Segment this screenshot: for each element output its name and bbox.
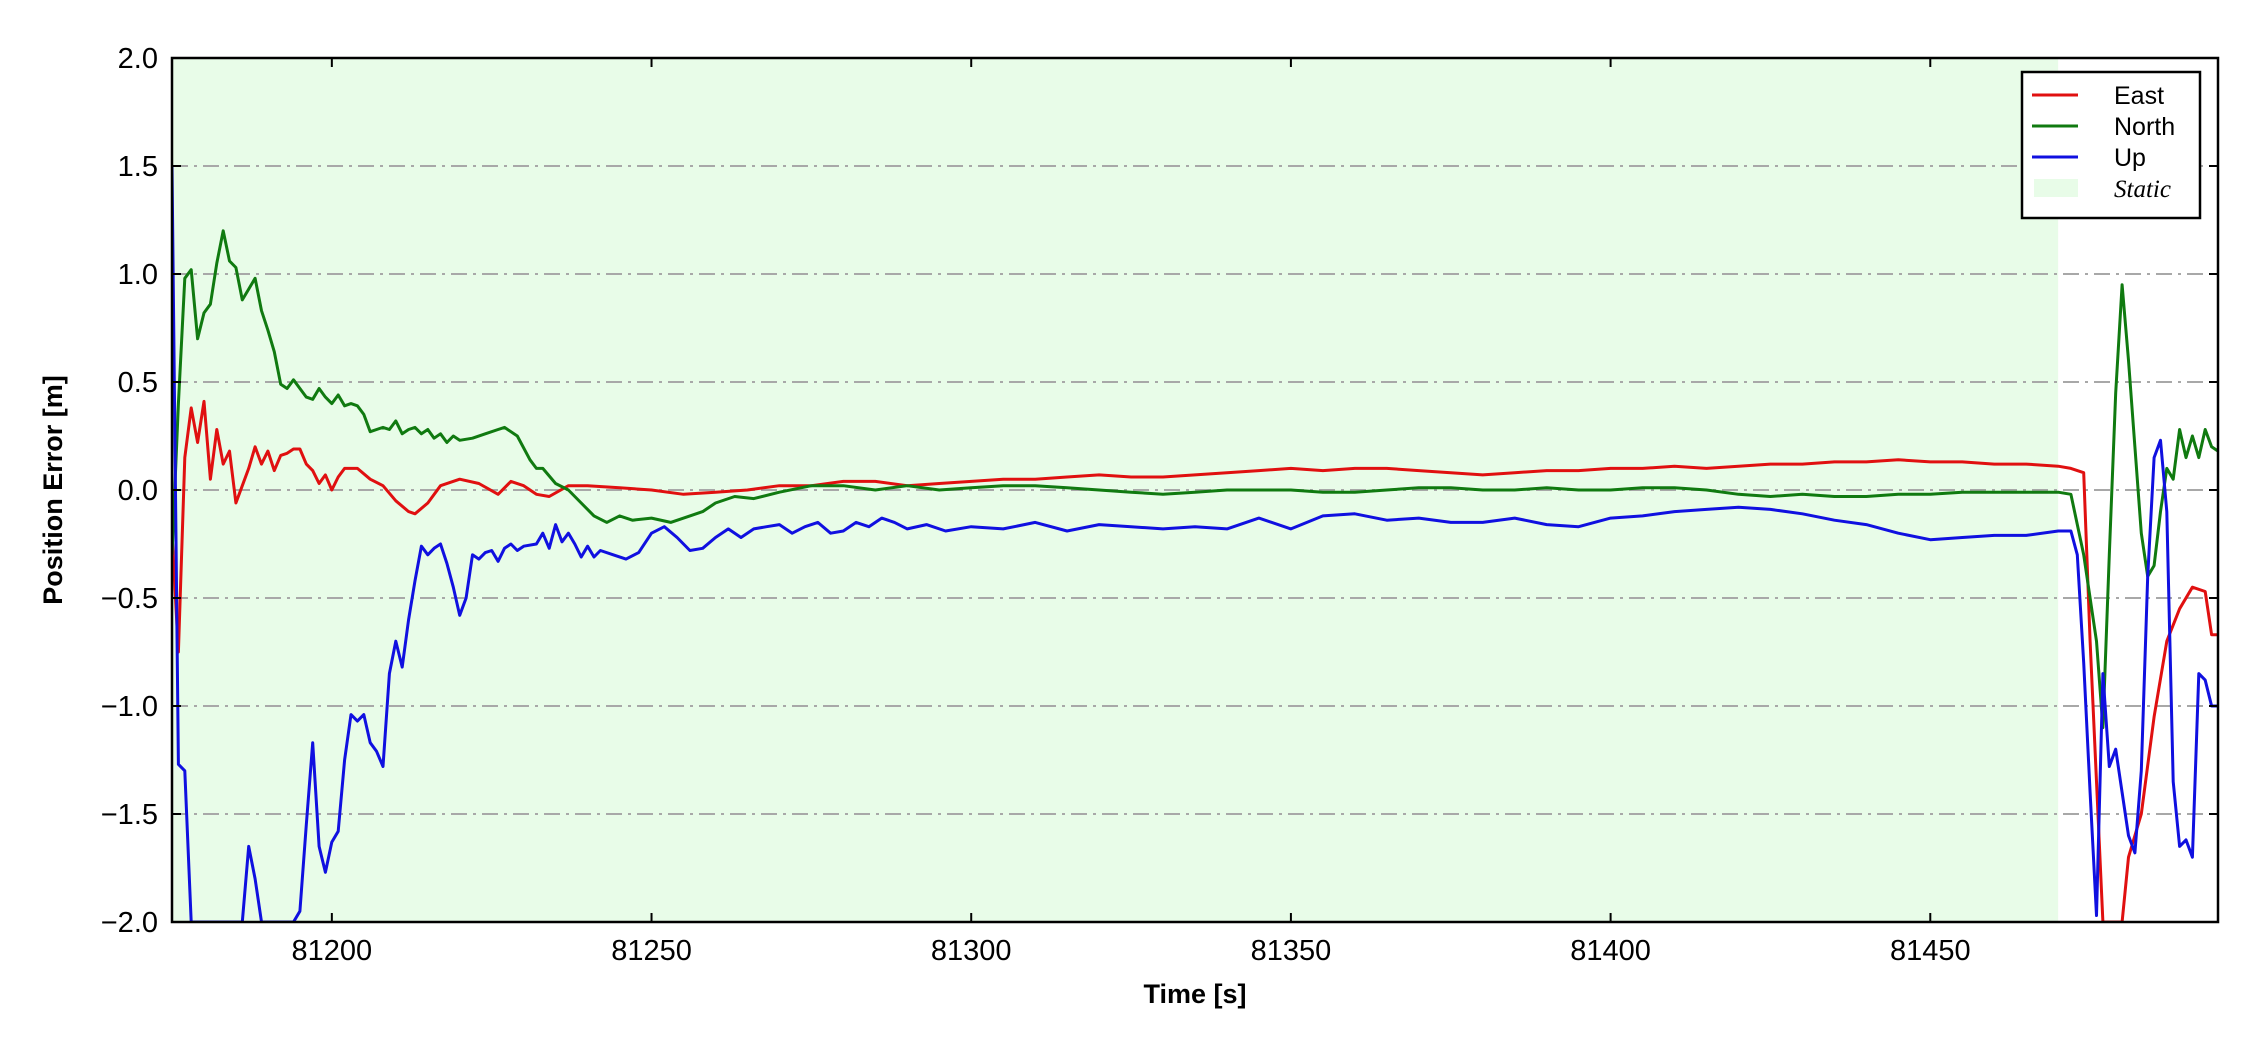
x-axis-title: Time [s] <box>1143 979 1246 1009</box>
y-tick-label: 1.0 <box>118 259 158 291</box>
legend-swatch-static <box>2034 179 2078 197</box>
series-line-east <box>172 399 2218 922</box>
legend: East North Up Static <box>2020 70 2202 220</box>
axis-ticks: −2.0 −1.5 −1.0 −0.5 0.0 0.5 1.0 1.5 2.0 81200 8125… <box>101 43 2218 967</box>
x-tick-label: 81400 <box>1570 935 1651 967</box>
y-tick-label: 0.5 <box>118 367 158 399</box>
series-line-up <box>172 165 2218 922</box>
x-tick-label: 81450 <box>1890 935 1971 967</box>
legend-label-static: Static <box>2114 176 2171 203</box>
x-tick-label: 81200 <box>292 935 373 967</box>
legend-label-north: North <box>2114 113 2175 141</box>
y-tick-label: 1.5 <box>118 151 158 183</box>
legend-label-east: East <box>2114 82 2164 110</box>
series-layer <box>172 165 2218 922</box>
y-tick-label: −2.0 <box>101 907 158 939</box>
y-tick-label: 0.0 <box>118 475 158 507</box>
y-axis-title: Position Error [m] <box>38 375 68 605</box>
x-tick-label: 81350 <box>1251 935 1332 967</box>
legend-label-up: Up <box>2114 144 2146 172</box>
x-tick-label: 81250 <box>611 935 692 967</box>
y-tick-label: −1.0 <box>101 691 158 723</box>
series-line-north <box>172 229 2218 730</box>
grid-lines <box>172 165 2218 815</box>
x-tick-label: 81300 <box>931 935 1012 967</box>
y-tick-label: −0.5 <box>101 583 158 615</box>
y-tick-label: 2.0 <box>118 43 158 75</box>
y-tick-label: −1.5 <box>101 799 158 831</box>
